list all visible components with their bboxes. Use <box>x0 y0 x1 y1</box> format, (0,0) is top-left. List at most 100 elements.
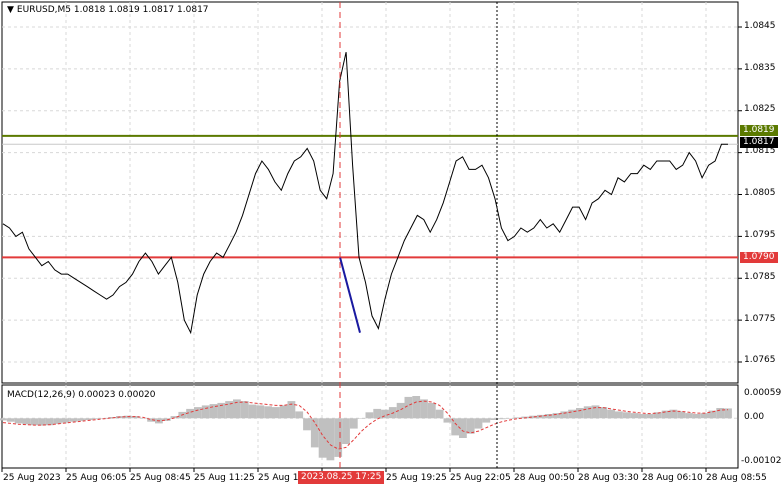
macd-histogram-bar <box>700 413 709 419</box>
macd-histogram-bar <box>591 405 600 419</box>
macd-histogram-bar <box>310 418 319 448</box>
macd-histogram-bar <box>0 418 7 421</box>
macd-histogram-bar <box>287 401 296 419</box>
macd-histogram-bar <box>45 418 54 426</box>
macd-histogram-bar <box>147 418 155 422</box>
macd-histogram-bar <box>474 418 483 429</box>
macd-histogram-bar <box>583 406 592 419</box>
macd-histogram-bar <box>653 412 662 419</box>
macd-axis-label: 0.00 <box>744 412 765 422</box>
macd-histogram-bar <box>661 410 670 419</box>
macd-histogram-bar <box>708 410 717 419</box>
low-value: 1.0817 <box>142 5 175 15</box>
macd-histogram-bar <box>139 417 148 419</box>
macd-histogram-bar <box>217 402 226 419</box>
macd-histogram-bar <box>669 409 678 419</box>
time-axis-label: 25 Aug 11:25 <box>194 473 255 483</box>
price-axis-label: 1.0815 <box>744 146 776 156</box>
macd-histogram-bar <box>638 414 647 419</box>
macd-histogram-bar <box>209 404 218 419</box>
price-axis-label: 1.0765 <box>744 355 776 365</box>
chart-header: ▼ EURUSD,M5 1.0818 1.0819 1.0817 1.0817 <box>7 5 209 15</box>
price-axis-label: 1.0775 <box>744 314 776 324</box>
time-axis-label: 25 Aug 19:25 <box>386 473 447 483</box>
price-axis-label: 1.0835 <box>744 63 776 73</box>
open-value: 1.0818 <box>73 5 106 15</box>
macd-histogram-bar <box>22 418 31 425</box>
macd-histogram-bar <box>466 418 475 434</box>
macd-histogram-bar <box>318 418 327 458</box>
macd-axis-label: 0.00059 <box>744 388 781 398</box>
macd-histogram-bar <box>568 409 576 419</box>
macd-histogram-bar <box>326 418 335 461</box>
time-axis-label: 25 Aug 14 <box>258 473 305 483</box>
macd-histogram-bar <box>365 412 374 419</box>
time-axis-label: 25 Aug 06:05 <box>66 473 127 483</box>
time-axis-label: 28 Aug 00:50 <box>514 473 575 483</box>
macd-panel-frame <box>1 384 739 469</box>
macd-histogram-bar <box>560 411 569 419</box>
dropdown-triangle-icon[interactable]: ▼ <box>7 5 14 15</box>
macd-histogram-bar <box>342 418 350 444</box>
macd-histogram-bar <box>201 405 210 419</box>
macd-histogram-bar <box>264 406 272 419</box>
macd-histogram-bar <box>677 411 686 419</box>
macd-histogram-bar <box>131 416 140 419</box>
macd-histogram-bar <box>724 408 732 419</box>
macd-histogram-bar <box>435 409 444 419</box>
macd-histogram-bar <box>443 418 452 423</box>
macd-histogram-bar <box>373 408 382 419</box>
red-level-tag: 1.0790 <box>740 252 778 263</box>
macd-label: MACD(12,26,9) 0.00023 0.00020 <box>7 390 156 400</box>
macd-histogram-bar <box>14 418 23 424</box>
macd-histogram-bar <box>420 399 428 419</box>
green-level-tag: 1.0819 <box>740 125 778 136</box>
macd-histogram-bar <box>53 418 62 424</box>
price-axis-label: 1.0795 <box>744 230 776 240</box>
main-panel-frame <box>1 1 739 384</box>
macd-histogram-bar <box>529 415 537 419</box>
macd-histogram-bar <box>186 408 194 419</box>
macd-histogram-bar <box>692 414 701 419</box>
macd-histogram-bar <box>490 418 498 420</box>
macd-histogram-bar <box>194 407 202 419</box>
macd-histogram-bar <box>334 418 343 457</box>
macd-histogram <box>0 396 732 461</box>
macd-histogram-bar <box>615 411 623 419</box>
macd-histogram-bar <box>505 418 514 419</box>
macd-histogram-bar <box>552 413 561 419</box>
macd-histogram-bar <box>599 407 608 419</box>
macd-histogram-bar <box>381 409 389 419</box>
macd-histogram-bar <box>225 401 233 419</box>
macd-histogram-bar <box>630 413 639 419</box>
price-axis-label: 1.0785 <box>744 272 776 282</box>
macd-histogram-bar <box>716 408 725 419</box>
macd-histogram-bar <box>576 408 584 419</box>
macd-histogram-bar <box>84 418 93 420</box>
macd-histogram-bar <box>170 416 179 419</box>
price-series-line <box>2 51 728 335</box>
macd-histogram-bar <box>61 418 70 423</box>
crosshair-time-label: 2023.08.25 17:25 <box>298 471 385 484</box>
time-axis-label: 28 Aug 06:10 <box>642 473 703 483</box>
time-axis-label: 25 Aug 22:05 <box>450 473 511 483</box>
macd-histogram-bar <box>404 396 413 419</box>
time-axis-label: 28 Aug 03:30 <box>578 473 639 483</box>
macd-histogram-bar <box>349 418 358 429</box>
macd-histogram-bar <box>396 402 405 419</box>
macd-histogram-bar <box>459 418 467 438</box>
macd-histogram-bar <box>162 418 171 421</box>
time-axis-label: 28 Aug 08:55 <box>706 473 767 483</box>
trend-arrow-line[interactable] <box>339 257 361 333</box>
macd-histogram-bar <box>622 412 631 419</box>
macd-histogram-bar <box>498 418 506 420</box>
macd-histogram-bar <box>256 405 265 419</box>
macd-histogram-bar <box>69 418 78 422</box>
macd-histogram-bar <box>685 413 693 419</box>
time-axis-label: 25 Aug 2023 <box>3 473 61 483</box>
macd-axis-label: -0.00102 <box>741 456 781 466</box>
time-axis-label: 25 Aug 08:45 <box>130 473 191 483</box>
macd-histogram-bar <box>607 409 615 419</box>
macd-histogram-bar <box>92 418 101 420</box>
